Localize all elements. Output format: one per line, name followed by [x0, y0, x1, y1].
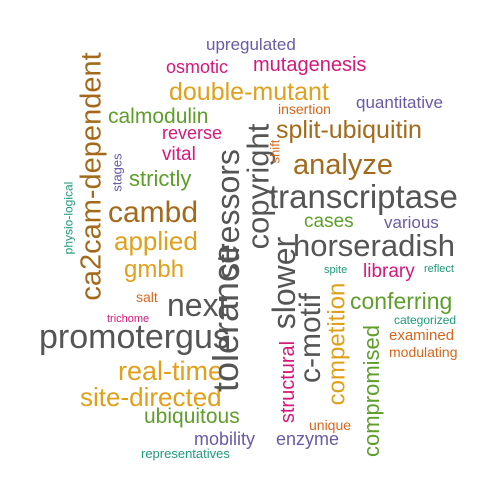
- word-reflect: reflect: [424, 263, 454, 275]
- word-real-time: real-time: [118, 356, 224, 386]
- word-physio-logical: physio-logical: [60, 181, 75, 255]
- word-promotergus: promotergus: [39, 318, 230, 356]
- word-trichome: trichome: [107, 313, 150, 325]
- word-cambd: cambd: [108, 196, 199, 229]
- word-insertion: insertion: [278, 101, 331, 117]
- word-tolerance: tolerance: [205, 243, 247, 393]
- word-representatives: representatives: [141, 446, 230, 461]
- word-library: library: [363, 261, 415, 282]
- word-osmotic: osmotic: [166, 57, 229, 77]
- word-strictly: strictly: [129, 166, 192, 191]
- word-mobility: mobility: [194, 429, 256, 449]
- word-vital: vital: [162, 144, 196, 165]
- word-salt: salt: [136, 289, 158, 305]
- word-gmbh: gmbh: [124, 256, 185, 283]
- word-double-mutant: double-mutant: [169, 78, 329, 106]
- word-modulating: modulating: [389, 344, 458, 360]
- word-c-motif: c-motif: [294, 293, 327, 383]
- word-calmodulin: calmodulin: [108, 105, 209, 128]
- word-transcriptase: transcriptase: [269, 178, 458, 215]
- word-compromised: compromised: [359, 324, 385, 458]
- word-competition: competition: [322, 282, 350, 406]
- word-applied: applied: [114, 226, 198, 256]
- word-cases: cases: [304, 211, 354, 232]
- word-ca2cam-dependent: ca2cam-dependent: [75, 51, 108, 301]
- word-reverse: reverse: [162, 123, 223, 143]
- word-horseradish: horseradish: [293, 228, 455, 263]
- word-examined: examined: [389, 327, 455, 344]
- word-analyze: analyze: [293, 149, 393, 181]
- word-various: various: [384, 213, 439, 232]
- word-next: next: [167, 287, 228, 323]
- word-unique: unique: [309, 417, 352, 433]
- word-upregulated: upregulated: [206, 35, 296, 54]
- word-shift: shift: [267, 139, 283, 163]
- word-ubiquitous: ubiquitous: [144, 405, 240, 428]
- word-stages: stages: [109, 152, 125, 192]
- word-categorized: categorized: [394, 313, 457, 327]
- word-site-directed: site-directed: [80, 382, 222, 412]
- word-split-ubiquitin: split-ubiquitin: [276, 116, 422, 144]
- word-spite: spite: [324, 264, 348, 276]
- word-enzyme: enzyme: [276, 429, 340, 449]
- word-mutagenesis: mutagenesis: [253, 54, 367, 76]
- word-structural: structural: [277, 340, 300, 424]
- word-conferring: conferring: [350, 288, 453, 314]
- word-quantitative: quantitative: [356, 93, 443, 112]
